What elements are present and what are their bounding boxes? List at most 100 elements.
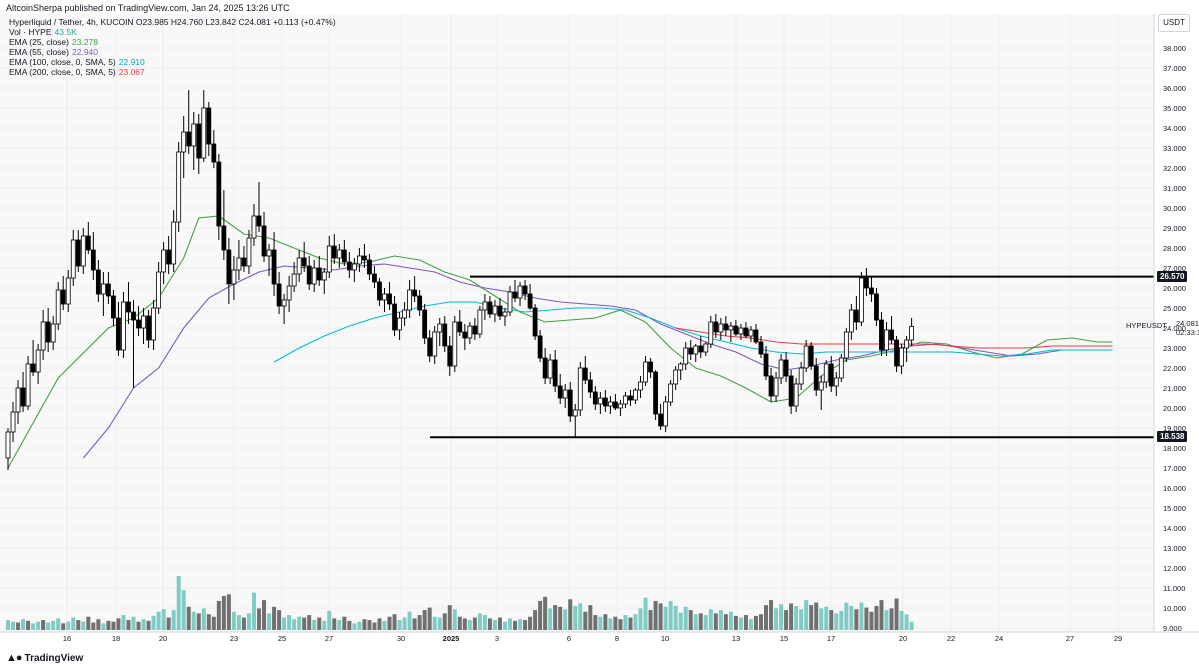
volume-bar <box>422 610 427 630</box>
candle-up <box>25 363 31 407</box>
price-tick-label: 34.000 <box>1163 124 1186 133</box>
volume-bar <box>191 611 196 630</box>
candle-down <box>60 289 66 305</box>
ema55-value: 22.940 <box>72 47 98 57</box>
candle-down <box>828 363 834 387</box>
volume-bar <box>523 620 528 630</box>
volume-bar <box>879 600 884 630</box>
volume-bar <box>236 615 241 630</box>
price-tick-label: 20.000 <box>1163 404 1186 413</box>
grid <box>0 14 1154 632</box>
volume-bar <box>834 613 839 630</box>
volume-bar <box>427 607 432 630</box>
tradingview-brand[interactable]: ▲● TradingView <box>6 652 83 664</box>
candle-down <box>256 215 262 227</box>
candle-down <box>221 225 227 251</box>
candle-up <box>467 325 473 339</box>
bar-countdown: 02:33:11 <box>1176 328 1199 337</box>
volume-legend[interactable]: Vol · HYPE 43.5K <box>9 27 336 37</box>
candle-down <box>602 397 608 407</box>
volume-bar <box>161 609 166 630</box>
last-price-block: 24.081 02:33:11 <box>1176 319 1199 337</box>
candle-up <box>577 367 583 411</box>
price-tick-label: 36.000 <box>1163 84 1186 93</box>
price-tick-label: 28.000 <box>1163 244 1186 253</box>
candle-down <box>136 319 141 329</box>
candle-up <box>909 325 914 341</box>
candle-down <box>542 357 548 379</box>
candle-down <box>864 277 869 289</box>
volume-bar <box>226 594 231 630</box>
time-axis[interactable]: 16 18 20 23 25 27 30 2025 3 6 8 10 13 15 17 20 22 24 27 29 <box>63 634 1122 643</box>
volume-bar <box>553 605 558 630</box>
volume-bar <box>156 611 161 630</box>
volume-bar <box>568 599 573 630</box>
candle-down <box>808 345 814 367</box>
candle-up <box>773 377 779 397</box>
candle-down <box>447 345 453 367</box>
price-tick-label: 32.000 <box>1163 164 1186 173</box>
volume-bar <box>181 590 186 630</box>
ema55-legend[interactable]: EMA (55, close) 22.940 <box>9 47 336 57</box>
candle-down <box>783 359 789 377</box>
candle-down <box>527 293 533 309</box>
volume-bar <box>538 600 543 630</box>
candle-up <box>793 383 799 407</box>
candle-down <box>367 259 372 275</box>
volume-bar <box>287 615 292 630</box>
candle-down <box>392 303 397 331</box>
chart-legend: Hyperliquid / Tether, 4h, KUCOIN O23.985… <box>9 17 336 77</box>
volume-bar <box>693 614 698 630</box>
volume-bar <box>101 623 106 630</box>
ema200-legend[interactable]: EMA (200, close, 0, SMA, 5) 23.067 <box>9 67 336 77</box>
ema-line <box>273 301 1113 363</box>
volume-bar <box>377 618 382 630</box>
candles <box>5 90 914 470</box>
price-axis[interactable]: 38.000 37.000 36.000 35.000 34.000 33.000 32.0… <box>1163 44 1186 633</box>
volume-bar <box>186 606 191 630</box>
ema100-legend[interactable]: EMA (100, close, 0, SMA, 5) 22.910 <box>9 57 336 67</box>
candle-down <box>763 353 769 377</box>
plot-area[interactable] <box>0 14 1154 632</box>
horizontal-levels[interactable] <box>430 275 1154 439</box>
volume-bar <box>307 615 312 630</box>
volume-bar <box>357 621 362 630</box>
symbol-ohlc-line[interactable]: Hyperliquid / Tether, 4h, KUCOIN O23.985… <box>9 17 336 27</box>
candle-down <box>126 301 131 313</box>
volume-bar <box>849 605 854 630</box>
time-tick-label: 23 <box>230 634 238 643</box>
candle-up <box>397 317 402 331</box>
candle-down <box>894 339 899 367</box>
volume-bar <box>392 614 397 630</box>
volume-bar <box>583 611 588 630</box>
candle-up <box>678 363 684 371</box>
candle-down <box>341 249 347 263</box>
volume-bar <box>643 597 648 630</box>
candle-up <box>151 307 156 341</box>
volume-bar <box>502 621 507 630</box>
volume-bar <box>874 605 879 630</box>
volume-bar <box>658 603 663 630</box>
price-tick-label: 9.000 <box>1163 624 1182 633</box>
volume-bar <box>56 618 61 630</box>
price-tick-label: 10.000 <box>1163 604 1186 613</box>
currency-button[interactable]: USDT <box>1158 14 1190 32</box>
candle-down <box>186 131 192 147</box>
price-tick-label: 29.000 <box>1163 224 1186 233</box>
time-tick-label: 3 <box>495 634 499 643</box>
volume-bar <box>718 610 723 630</box>
candle-down <box>427 337 433 357</box>
symbol-price-label: HYPEUSDT <box>1126 321 1167 330</box>
candle-up <box>482 301 488 311</box>
candle-up <box>452 321 458 367</box>
volume-bar <box>407 611 412 630</box>
volume-bar <box>653 600 658 630</box>
time-tick-label: 27 <box>325 634 333 643</box>
time-tick-label: 17 <box>827 634 835 643</box>
ema25-legend[interactable]: EMA (25, close) 23.278 <box>9 37 336 47</box>
volume-bar <box>678 612 683 630</box>
candle-down <box>166 249 172 265</box>
volume-bar <box>457 616 462 630</box>
price-tick-label: 13.000 <box>1163 544 1186 553</box>
